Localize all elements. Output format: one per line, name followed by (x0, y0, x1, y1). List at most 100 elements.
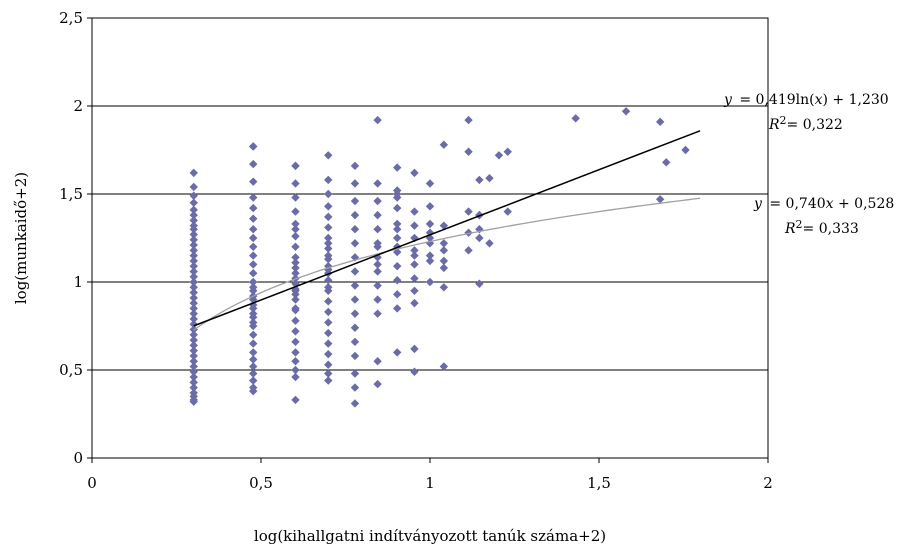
data-point (189, 256, 198, 266)
data-point (393, 163, 402, 172)
data-point (291, 193, 300, 202)
data-point (291, 372, 300, 382)
data-point (350, 295, 360, 304)
data-point (393, 219, 402, 229)
data-point (350, 239, 360, 248)
data-point (350, 161, 360, 171)
data-point (439, 246, 449, 255)
y-tick-label: 2 (73, 97, 83, 115)
data-point (350, 196, 360, 206)
data-point (373, 379, 382, 389)
data-point (189, 335, 198, 345)
data-point (410, 233, 419, 243)
log-trendline (193, 197, 701, 331)
data-point (189, 205, 198, 215)
data-point (439, 263, 449, 273)
data-point (189, 210, 198, 220)
data-point (485, 239, 494, 248)
data-point (425, 277, 435, 287)
data-point (291, 357, 300, 366)
data-point (439, 283, 449, 292)
data-point (464, 147, 473, 156)
data-point (503, 147, 512, 156)
data-point (393, 203, 402, 213)
data-point (485, 173, 494, 183)
data-point (189, 261, 198, 271)
data-point (662, 158, 671, 167)
data-point (291, 290, 300, 299)
data-point (249, 355, 258, 364)
data-point (503, 207, 512, 216)
data-point (425, 179, 435, 188)
data-point (249, 177, 258, 186)
data-point (324, 276, 333, 285)
data-point (350, 267, 360, 276)
data-point (189, 230, 198, 239)
data-point (464, 207, 473, 216)
data-point (189, 397, 198, 406)
data-point (291, 219, 300, 229)
data-point (410, 207, 419, 216)
data-point (410, 251, 419, 260)
data-point (475, 175, 484, 185)
data-point (373, 179, 382, 188)
data-point (249, 348, 258, 357)
data-point (324, 307, 333, 317)
data-point (189, 346, 198, 355)
data-point (475, 233, 484, 243)
data-point (189, 251, 198, 260)
data-point (425, 251, 435, 260)
data-point (373, 196, 382, 206)
data-point (189, 309, 198, 318)
data-point (425, 228, 435, 237)
data-point (189, 283, 198, 292)
data-point (189, 372, 198, 382)
data-point (291, 263, 300, 273)
x-tick-label: 2 (763, 474, 773, 492)
data-point (350, 179, 360, 188)
data-point (393, 304, 402, 313)
data-point (189, 298, 198, 308)
data-point (249, 203, 258, 213)
data-point (373, 242, 382, 251)
data-point (249, 369, 258, 378)
fit-equation-1: y = 0,419ln(x) + 1,230 (723, 92, 889, 108)
data-point (350, 337, 360, 347)
data-point (249, 283, 258, 292)
data-point (324, 369, 333, 378)
data-point (373, 357, 382, 366)
data-point (324, 251, 333, 260)
data-point (324, 223, 333, 232)
data-point (393, 290, 402, 299)
data-point (373, 309, 382, 318)
data-point (249, 233, 258, 243)
data-point (373, 295, 382, 304)
x-tick-label: 0,5 (249, 474, 273, 492)
data-point (291, 327, 300, 336)
data-point (249, 309, 258, 318)
data-point (291, 365, 300, 375)
data-point (189, 357, 198, 366)
data-point (425, 233, 435, 243)
data-point (189, 267, 198, 276)
data-point (324, 233, 333, 243)
data-point (324, 151, 333, 160)
x-tick-label: 1,5 (587, 474, 611, 492)
data-point (324, 175, 333, 185)
data-point (410, 286, 419, 295)
data-point (425, 219, 435, 229)
data-point (249, 376, 258, 385)
data-point (373, 281, 382, 290)
data-point (393, 233, 402, 243)
data-point (373, 210, 382, 220)
data-point (189, 362, 198, 371)
data-point (189, 304, 198, 313)
y-axis-ticks: 0 0,5 1 1,5 2 2,5 (59, 9, 92, 467)
y-tick-label: 1,5 (59, 185, 83, 203)
data-point (350, 383, 360, 392)
data-point (324, 283, 333, 292)
data-point (189, 367, 198, 376)
data-point (350, 225, 360, 234)
data-point (249, 214, 258, 223)
data-point (189, 182, 198, 192)
